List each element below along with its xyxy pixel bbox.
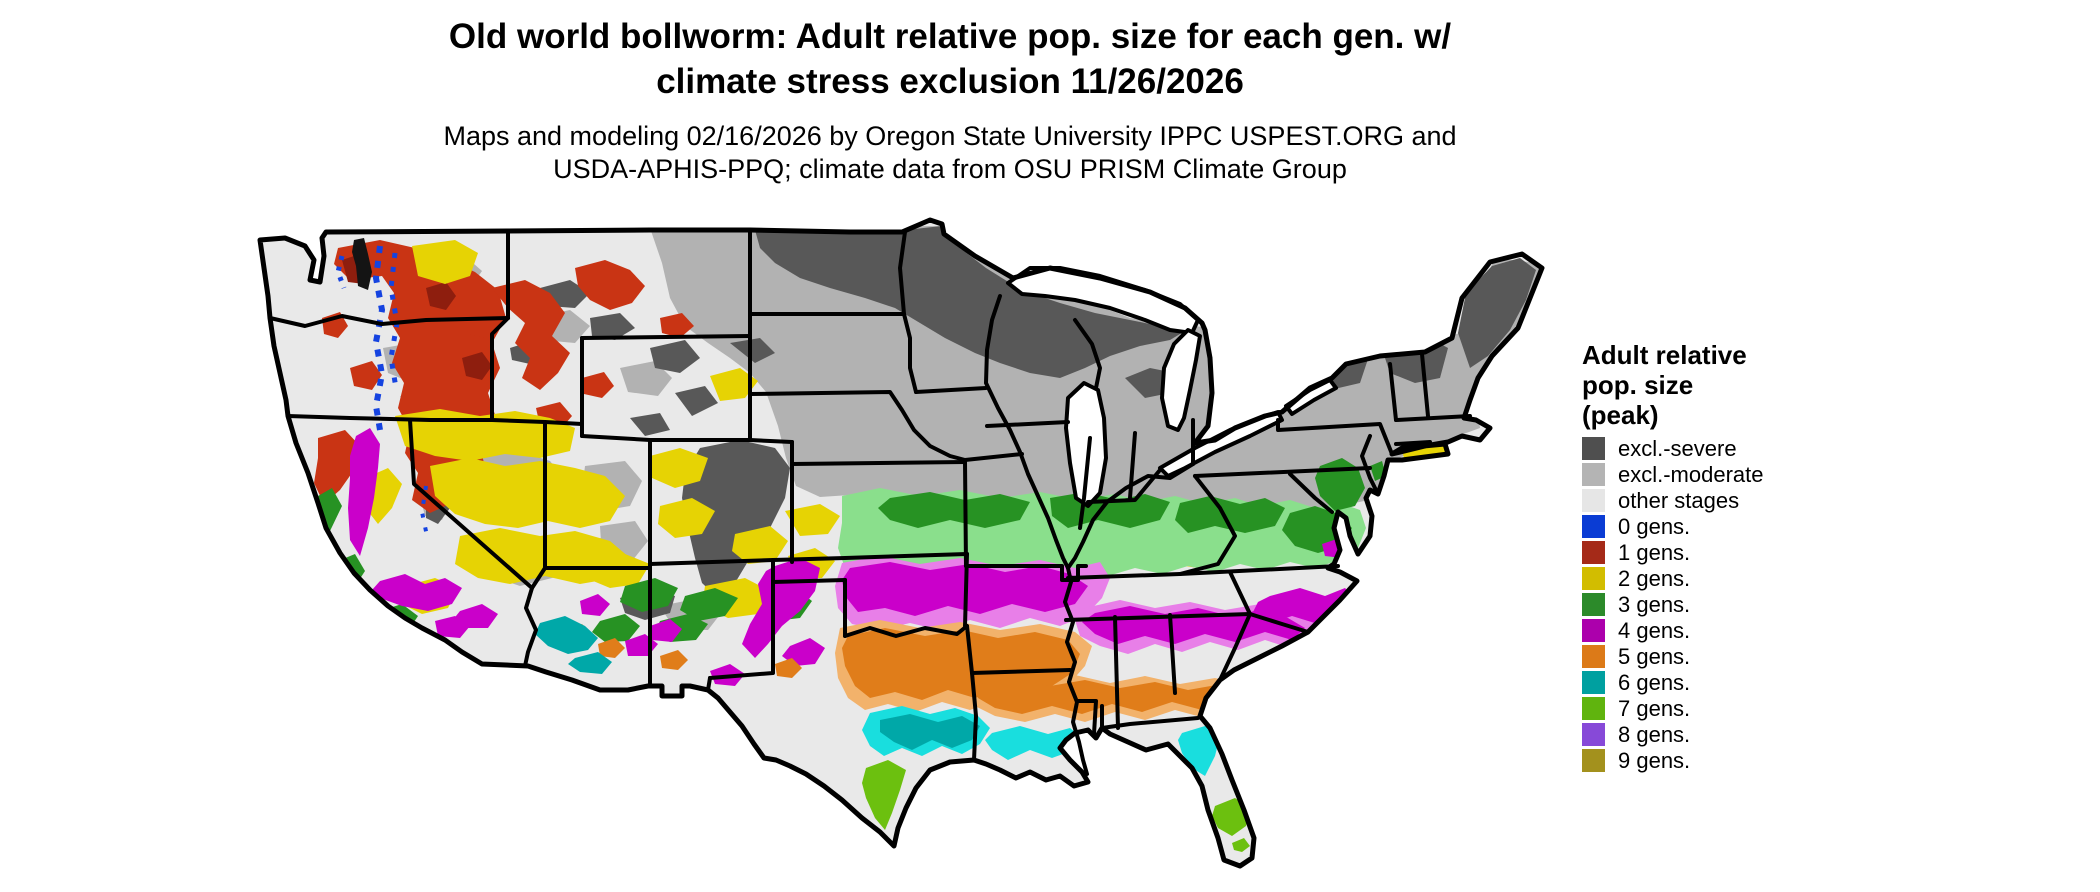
legend-row: 3 gens.: [1582, 592, 1842, 617]
legend-label: 4 gens.: [1618, 617, 1691, 643]
legend-label: 2 gens.: [1618, 565, 1691, 591]
legend-label: 8 gens.: [1618, 721, 1691, 747]
us-map-svg: [230, 168, 1570, 892]
legend-label: 0 gens.: [1618, 513, 1691, 539]
legend-swatch-2-gens: [1582, 567, 1605, 590]
legend-swatch-6-gens: [1582, 671, 1605, 694]
legend-swatch-0-gens: [1582, 515, 1605, 538]
legend-label: excl.-moderate: [1618, 461, 1764, 487]
legend-swatch-4-gens: [1582, 619, 1605, 642]
legend-items: excl.-severe excl.-moderate other stages…: [1582, 436, 1842, 773]
chart-title: Old world bollworm: Adult relative pop. …: [250, 14, 1650, 104]
legend-row: other stages: [1582, 488, 1842, 513]
legend-label: 1 gens.: [1618, 539, 1691, 565]
legend-swatch-7-gens: [1582, 697, 1605, 720]
legend-title-line2: pop. size: [1582, 370, 1694, 400]
legend-row: 9 gens.: [1582, 748, 1842, 773]
legend-row: 1 gens.: [1582, 540, 1842, 565]
map-legend: Adult relative pop. size (peak) excl.-se…: [1582, 340, 1842, 774]
state-borders: [268, 228, 1472, 776]
legend-title-line1: Adult relative: [1582, 340, 1747, 370]
legend-label: 6 gens.: [1618, 669, 1691, 695]
six-gens-region: [535, 616, 1220, 776]
chart-subtitle-line1: Maps and modeling 02/16/2026 by Oregon S…: [443, 121, 1457, 151]
chart-subtitle: Maps and modeling 02/16/2026 by Oregon S…: [250, 120, 1650, 186]
chart-title-line1: Old world bollworm: Adult relative pop. …: [448, 17, 1452, 56]
legend-row: excl.-moderate: [1582, 462, 1842, 487]
us-map: [230, 168, 1570, 892]
legend-swatch-5-gens: [1582, 645, 1605, 668]
legend-swatch-3-gens: [1582, 593, 1605, 616]
legend-swatch-9-gens: [1582, 749, 1605, 772]
legend-label: other stages: [1618, 487, 1740, 513]
legend-row: 0 gens.: [1582, 514, 1842, 539]
legend-label: 7 gens.: [1618, 695, 1691, 721]
legend-swatch-excl-moderate: [1582, 463, 1605, 486]
legend-row: 8 gens.: [1582, 722, 1842, 747]
legend-swatch-1-gens: [1582, 541, 1605, 564]
chart-title-line2: climate stress exclusion 11/26/2026: [656, 62, 1244, 101]
legend-title-line3: (peak): [1582, 400, 1659, 430]
legend-row: excl.-severe: [1582, 436, 1842, 461]
legend-label: 9 gens.: [1618, 747, 1691, 773]
legend-row: 5 gens.: [1582, 644, 1842, 669]
legend-row: 2 gens.: [1582, 566, 1842, 591]
lake-michigan: [1064, 381, 1108, 508]
chart-subtitle-line2: USDA-APHIS-PPQ; climate data from OSU PR…: [553, 154, 1347, 184]
legend-label: excl.-severe: [1618, 435, 1737, 461]
legend-row: 6 gens.: [1582, 670, 1842, 695]
legend-swatch-8-gens: [1582, 723, 1605, 746]
legend-row: 7 gens.: [1582, 696, 1842, 721]
legend-label: 3 gens.: [1618, 591, 1691, 617]
legend-label: 5 gens.: [1618, 643, 1691, 669]
puget-sound: [352, 238, 372, 290]
lake-huron: [1160, 328, 1202, 432]
legend-swatch-other-stages: [1582, 489, 1605, 512]
legend-swatch-excl-severe: [1582, 437, 1605, 460]
legend-row: 4 gens.: [1582, 618, 1842, 643]
